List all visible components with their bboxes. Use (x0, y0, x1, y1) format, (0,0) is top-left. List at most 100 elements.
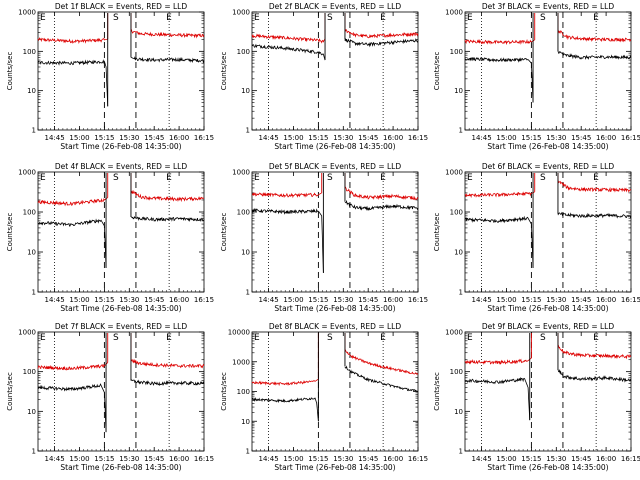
series-lld-line (37, 197, 108, 207)
x-tick-label: 15:15 (94, 455, 114, 463)
x-tick-label: 16:15 (194, 296, 214, 304)
y-tick-label: 1 (246, 448, 250, 456)
event-marker-e: E (380, 173, 386, 183)
x-tick-label: 16:15 (408, 296, 428, 304)
x-tick-label: 16:15 (194, 134, 214, 142)
x-tick-label: 14:45 (472, 455, 492, 463)
panel-det-4f: Det 4f BLACK = Events, RED = LLD 1 10 100 10… (6, 162, 214, 313)
y-tick-label: 100 (237, 388, 250, 396)
x-tick-label: 16:15 (194, 455, 214, 463)
y-axis-label: Counts/sec (433, 52, 441, 91)
y-tick-label: 1000 (18, 169, 36, 177)
plot-frame (251, 171, 419, 293)
x-tick-label: 15:30 (546, 296, 566, 304)
y-tick-label: 100 (23, 48, 36, 56)
x-tick-label: 16:00 (596, 455, 616, 463)
event-marker-s: S (113, 13, 119, 23)
x-tick-label: 16:15 (621, 455, 640, 463)
x-tick-label: 14:45 (259, 134, 279, 142)
series-events-line (37, 59, 109, 107)
event-marker-e: E (254, 173, 260, 183)
y-tick-label: 1 (246, 127, 250, 135)
x-tick-label: 16:00 (169, 134, 189, 142)
x-tick-label: 15:00 (283, 296, 303, 304)
series-lld-line (464, 38, 535, 46)
x-tick-label: 15:00 (69, 296, 89, 304)
x-tick-label: 14:45 (45, 296, 65, 304)
y-tick-label: 10 (454, 249, 463, 257)
y-axis-label: Counts/sec (6, 372, 14, 411)
series-events-line (37, 218, 107, 268)
x-tick-label: 15:00 (69, 134, 89, 142)
event-marker-e: E (40, 173, 46, 183)
event-marker-e: E (254, 333, 260, 343)
series-events-line (557, 211, 632, 219)
series-lld-line (130, 29, 205, 39)
panel-det-1f: Det 1f BLACK = Events, RED = LLD 1 10 100 10… (6, 2, 214, 151)
event-marker-e: E (467, 13, 473, 23)
y-tick-label: 100 (237, 209, 250, 217)
x-tick-label: 15:15 (94, 296, 114, 304)
x-tick-label: 15:30 (119, 455, 139, 463)
event-marker-s: S (327, 173, 333, 183)
y-tick-label: 100 (23, 368, 36, 376)
series-lld-line (557, 344, 632, 360)
x-tick-label: 15:45 (144, 455, 164, 463)
y-tick-label: 10 (241, 249, 250, 257)
x-tick-label: 15:45 (358, 455, 378, 463)
x-tick-label: 16:15 (621, 134, 640, 142)
plot-frame (464, 331, 632, 452)
panel-title: Det 7f BLACK = Events, RED = LLD (55, 322, 188, 331)
series-events-line (464, 376, 531, 421)
x-tick-label: 15:45 (571, 134, 591, 142)
x-axis-label: Start Time (26-Feb-08 14:35:00) (60, 463, 181, 472)
x-tick-label: 16:00 (383, 296, 403, 304)
x-tick-label: 15:30 (333, 455, 353, 463)
y-tick-label: 1000 (18, 9, 36, 17)
series-lld-line (251, 378, 319, 387)
event-marker-e: E (593, 13, 599, 23)
event-marker-e: E (467, 173, 473, 183)
panel-det-2f: Det 2f BLACK = Events, RED = LLD 1 10 100 10… (220, 2, 428, 151)
x-axis-label: Start Time (26-Feb-08 14:35:00) (274, 463, 395, 472)
y-tick-label: 10 (27, 249, 36, 257)
y-tick-label: 10 (27, 408, 36, 416)
y-tick-label: 1000 (18, 329, 36, 337)
series-events-line (251, 207, 324, 273)
series-events-line (130, 215, 205, 223)
event-marker-s: S (540, 173, 546, 183)
series-lld-line (345, 349, 419, 375)
series-events-line (464, 56, 534, 103)
event-marker-e: E (166, 333, 172, 343)
series-lld-line (130, 358, 205, 369)
event-marker-e: E (166, 13, 172, 23)
panel-title: Det 3f BLACK = Events, RED = LLD (482, 2, 615, 11)
y-tick-label: 10 (241, 87, 250, 95)
series-events-line (344, 38, 419, 48)
x-tick-label: 15:45 (571, 296, 591, 304)
y-tick-label: 1000 (232, 358, 250, 366)
x-tick-label: 15:45 (571, 455, 591, 463)
plot-frame (37, 331, 205, 452)
panel-det-9f: Det 9f BLACK = Events, RED = LLD 1 10 100 10… (433, 322, 640, 472)
y-tick-label: 1000 (232, 169, 250, 177)
plot-frame (251, 11, 419, 131)
series-lld-line (464, 357, 532, 365)
event-marker-e: E (254, 13, 260, 23)
x-tick-label: 15:15 (521, 134, 541, 142)
x-tick-label: 15:45 (144, 296, 164, 304)
x-tick-label: 15:45 (358, 134, 378, 142)
series-events-line (557, 50, 632, 60)
panel-title: Det 2f BLACK = Events, RED = LLD (269, 2, 402, 11)
event-marker-e: E (166, 173, 172, 183)
event-marker-s: S (113, 333, 119, 343)
x-tick-label: 14:45 (45, 134, 65, 142)
x-tick-label: 16:00 (596, 134, 616, 142)
series-lld-line (345, 186, 419, 201)
y-tick-label: 100 (450, 209, 463, 217)
plot-frame (464, 11, 632, 131)
y-tick-label: 1 (32, 127, 36, 135)
x-tick-label: 15:45 (358, 296, 378, 304)
panel-det-8f: Det 8f BLACK = Events, RED = LLD 1 10 100 10… (220, 322, 428, 472)
x-tick-label: 14:45 (45, 455, 65, 463)
